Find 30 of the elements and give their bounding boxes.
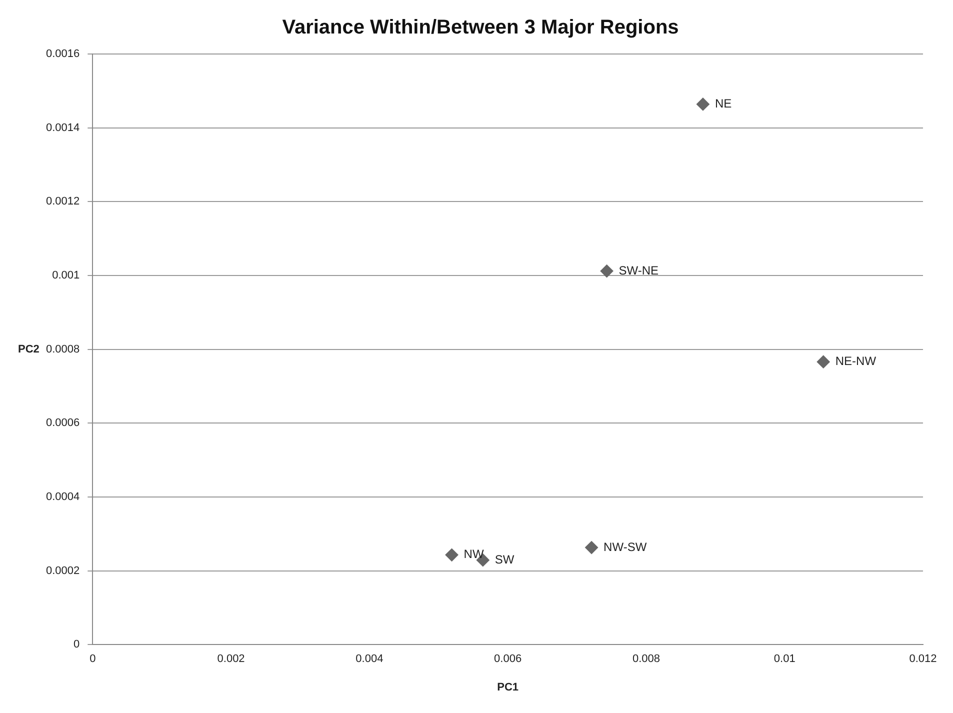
data-label: SW-NE — [618, 263, 659, 278]
x-tick-label: 0.008 — [632, 653, 660, 666]
point — [445, 548, 458, 562]
x-tick-label: 0.006 — [494, 653, 522, 666]
y-tick-label: 0.001 — [52, 270, 80, 282]
chart-title: Variance Within/Between 3 Major Regions — [282, 16, 679, 39]
y-tick-label: 0.0012 — [46, 196, 80, 208]
x-tick-label: 0 — [90, 653, 96, 666]
data-label: SW — [494, 552, 515, 566]
x-axis-title: PC1 — [497, 681, 519, 694]
data-label: NW-SW — [604, 540, 648, 554]
x-tick-label: 0.004 — [356, 653, 384, 666]
y-tick-label: 0.0004 — [46, 490, 80, 503]
y-tick-label: 0.0002 — [46, 564, 80, 577]
point — [600, 264, 614, 278]
point — [585, 541, 598, 554]
x-tick-label: 0.002 — [217, 653, 245, 666]
y-tick-label: 0.0016 — [46, 48, 80, 60]
y-tick-label: 0.0006 — [46, 417, 80, 430]
data-label: NE — [714, 96, 732, 111]
data-label: NE-NW — [835, 354, 877, 368]
point — [816, 355, 830, 368]
x-tick-label: 0.01 — [774, 653, 796, 666]
y-tick-label: 0.0014 — [46, 122, 80, 134]
y-axis-title: PC2 — [18, 343, 40, 356]
y-tick-label: 0.0008 — [46, 343, 80, 356]
point — [696, 98, 710, 111]
x-tick-label: 0.012 — [909, 653, 937, 666]
y-tick-label: 0 — [74, 638, 80, 651]
data-label: NW — [464, 547, 484, 562]
